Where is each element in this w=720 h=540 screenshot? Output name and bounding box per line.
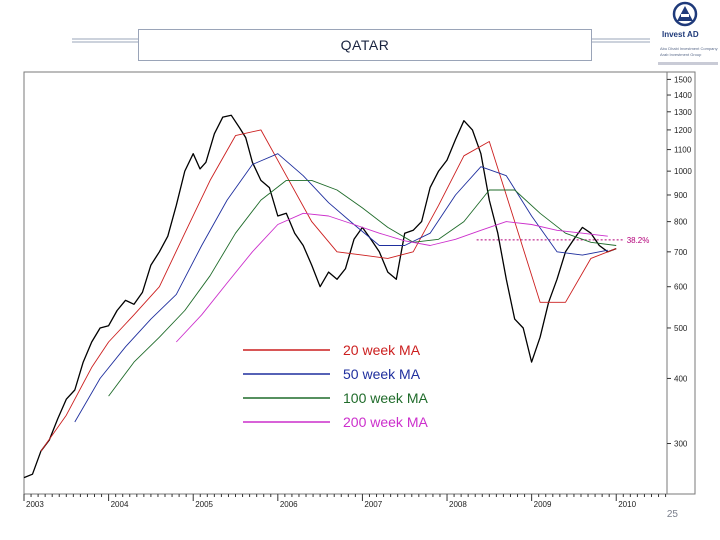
y-tick-label-1500: 1500 [674, 75, 692, 84]
y-tick-label-900: 900 [674, 191, 688, 200]
y-tick-label-1400: 1400 [674, 91, 692, 100]
logo-underline [658, 62, 718, 65]
logo-name: Invest AD [662, 30, 699, 39]
fib-retracement-label: 38.2% [627, 236, 650, 245]
series-20-week-ma [40, 129, 617, 452]
series-50-week-ma [74, 153, 608, 423]
x-tick-label-2007: 2007 [364, 500, 382, 509]
series-price [23, 114, 617, 479]
y-tick-label-700: 700 [674, 248, 688, 257]
y-tick-label-800: 800 [674, 218, 688, 227]
y-tick-label-1100: 1100 [674, 146, 692, 155]
page-number: 25 [666, 509, 678, 520]
legend-label-50-week-ma: 50 week MA [343, 366, 421, 382]
y-tick-label-500: 500 [674, 324, 688, 333]
legend-label-100-week-ma: 100 week MA [343, 390, 428, 406]
logo-tagline: Abu Dhabi Investment Company [660, 46, 718, 51]
x-tick-label-2010: 2010 [618, 500, 636, 509]
x-tick-label-2005: 2005 [195, 500, 213, 509]
series-200-week-ma [175, 212, 608, 343]
legend-label-200-week-ma: 200 week MA [343, 414, 428, 430]
legend-label-20-week-ma: 20 week MA [343, 342, 421, 358]
x-tick-label-2003: 2003 [26, 500, 44, 509]
x-tick-label-2006: 2006 [280, 500, 298, 509]
y-tick-label-1300: 1300 [674, 108, 692, 117]
x-tick-label-2009: 2009 [534, 500, 552, 509]
y-tick-label-600: 600 [674, 283, 688, 292]
y-tick-label-400: 400 [674, 374, 688, 383]
plot-frame [23, 71, 696, 495]
invest-ad-logo-icon [672, 1, 698, 27]
y-tick-label-300: 300 [674, 440, 688, 449]
title-decoration [72, 38, 650, 43]
page-title: QATAR [138, 29, 592, 61]
logo-tagline-secondary: Arab Investment Group [660, 52, 702, 57]
y-tick-label-1200: 1200 [674, 126, 692, 135]
y-tick-label-1000: 1000 [674, 167, 692, 176]
x-tick-label-2004: 2004 [111, 500, 129, 509]
series-100-week-ma [108, 179, 617, 397]
x-tick-label-2008: 2008 [449, 500, 467, 509]
